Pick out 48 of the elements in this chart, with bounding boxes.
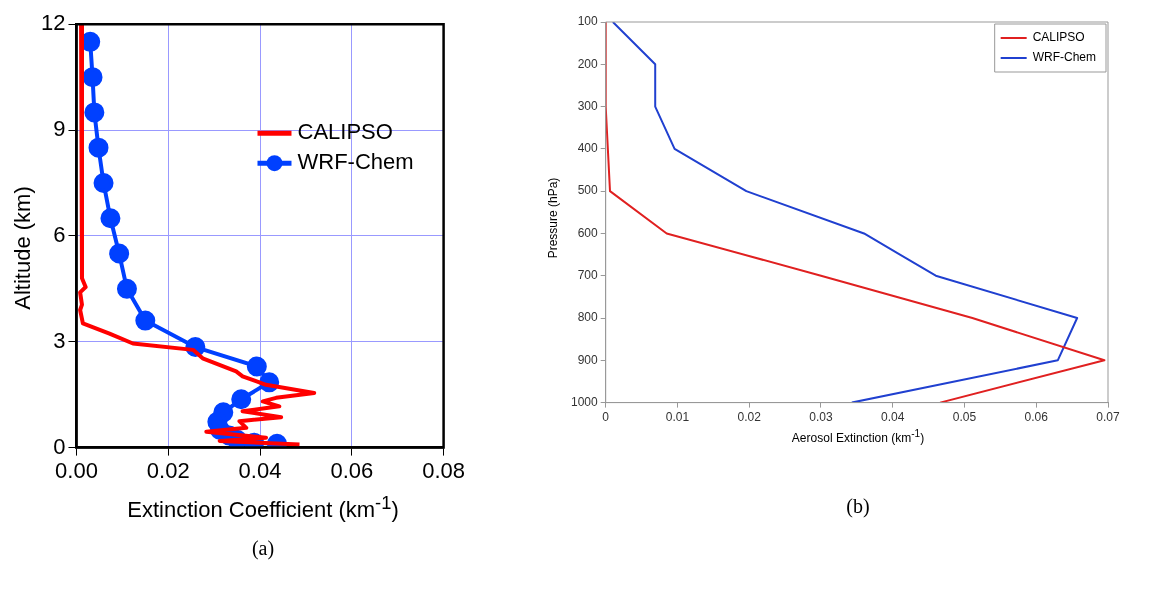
point	[246, 356, 267, 377]
y-tick-label: 200	[577, 56, 599, 71]
x-tick-label: 0.07	[1096, 410, 1120, 425]
legend-label: CALIPSO	[297, 119, 393, 145]
point	[82, 67, 103, 88]
y-tick-label: 500	[577, 183, 599, 198]
point	[100, 208, 121, 229]
point	[135, 310, 156, 331]
point	[109, 243, 130, 264]
x-axis-title: Aerosol Extinction (km$^{-1}$)	[790, 428, 926, 445]
y-tick-label: 700	[577, 268, 599, 283]
y-tick-label: 800	[577, 310, 599, 325]
y-tick-label: 0	[53, 433, 66, 459]
x-tick-label: 0.02	[146, 457, 190, 483]
y-tick-label: 3	[53, 327, 66, 353]
point	[231, 389, 252, 410]
y-tick-label: 900	[577, 352, 599, 367]
x-tick-label: 0.00	[55, 457, 98, 483]
legend-label: WRF-Chem	[1032, 50, 1096, 65]
y-axis-title: Altitude (km)	[10, 186, 36, 310]
x-tick-label: 0.02	[737, 410, 762, 425]
y-tick-label: 6	[53, 221, 66, 247]
text: (b)	[845, 495, 871, 518]
y-tick-label: 1000	[570, 394, 599, 409]
y-tick-label: 12	[40, 10, 66, 36]
x-axis-title: Extinction Coefficient (km$^{-1}$)	[126, 492, 400, 524]
x-tick-label: 0.05	[952, 410, 977, 425]
point	[116, 278, 137, 299]
y-tick-label: 600	[577, 225, 599, 240]
y-tick-label: 400	[577, 141, 599, 156]
x-tick-label: 0.06	[330, 457, 374, 483]
y-tick-label: 300	[577, 98, 599, 113]
y-tick-label: 9	[53, 116, 66, 142]
point	[88, 137, 109, 158]
x-tick-label: 0.06	[1024, 410, 1049, 425]
y-axis-title: Pressure (hPa)	[546, 177, 560, 259]
x-tick-label: 0.04	[238, 457, 282, 483]
legend-label: WRF-Chem	[297, 149, 414, 175]
x-tick-label: 0.03	[809, 410, 833, 425]
point	[84, 102, 105, 123]
point	[93, 172, 114, 193]
text: (a)	[250, 537, 276, 561]
x-tick-label: 0.08	[422, 457, 465, 483]
x-tick-label: 0	[602, 410, 610, 425]
legend-label: CALIPSO	[1032, 30, 1085, 45]
x-tick-label: 0.04	[881, 410, 905, 425]
y-tick-label: 100	[577, 14, 599, 29]
x-tick-label: 0.01	[665, 410, 690, 425]
